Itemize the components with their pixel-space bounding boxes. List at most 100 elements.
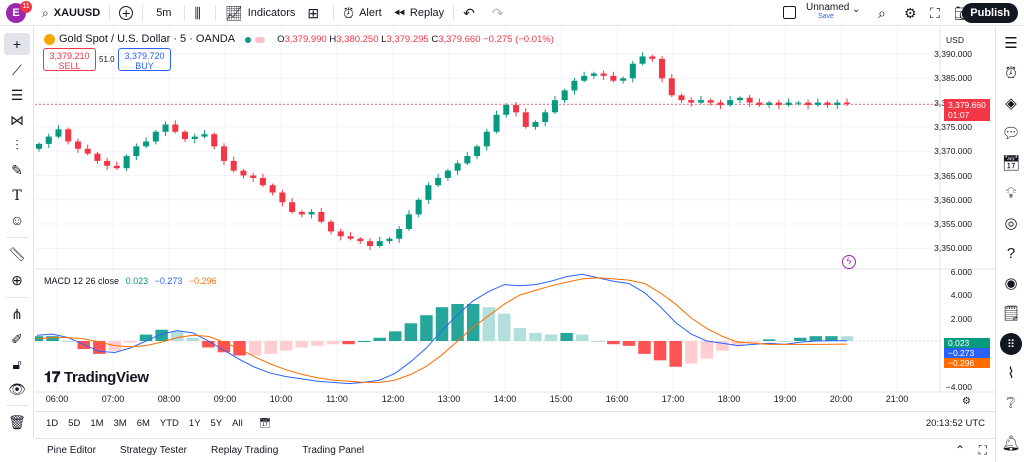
trend-line-tool[interactable]: ⟋ <box>4 59 30 81</box>
maximize-panel-button[interactable]: ⛶ <box>979 443 987 458</box>
time-axis-label: 13:00 <box>437 394 461 404</box>
range-6m[interactable]: 6M <box>136 418 150 429</box>
price-axis-label: 3,365.000 <box>934 170 972 181</box>
notes-button[interactable]: 🗒︎ <box>1000 303 1022 325</box>
alert-button[interactable]: ⏰︎ Alert <box>337 0 388 26</box>
measure-tool[interactable]: 📏︎ <box>4 243 30 265</box>
notifications-button[interactable]: 🔔︎ <box>1000 433 1022 455</box>
crosshair-tool[interactable]: + <box>4 33 30 55</box>
chart-area[interactable] <box>35 27 995 410</box>
bottom-panel-tabs: Pine Editor Strategy Tester Replay Trading… <box>35 438 995 462</box>
range-all[interactable]: All <box>232 418 243 429</box>
magnet-tool[interactable]: ⋔ <box>4 303 30 325</box>
candle-body <box>649 56 656 59</box>
chart-type-button[interactable]: ⫼ <box>188 0 211 26</box>
panel-tab-pine-editor[interactable]: Pine Editor <box>47 445 96 456</box>
watchlist-button[interactable]: ☰ <box>1000 33 1022 55</box>
help-center-button[interactable]: ❔︎ <box>1000 393 1022 415</box>
quick-search-button[interactable]: ⌕ <box>872 0 897 26</box>
macd-histogram-bar <box>295 341 309 348</box>
pattern-tool[interactable]: ⋈ <box>4 109 30 131</box>
symbol-search-button[interactable]: ⌕ XAUUSD <box>36 0 106 26</box>
candle-body <box>746 97 753 103</box>
candle-body <box>376 241 383 246</box>
sell-button[interactable]: 3,379.210 SELL <box>43 48 96 71</box>
range-5y[interactable]: 5Y <box>210 418 223 429</box>
market-status-icon <box>243 34 269 45</box>
alert-lightning-icon[interactable]: ϟ <box>842 255 856 269</box>
stay-in-drawing-tool[interactable]: ✐ <box>4 328 30 350</box>
chart-canvas[interactable] <box>35 27 995 410</box>
calendar-button[interactable]: 📅︎ <box>1000 153 1022 175</box>
divider <box>333 4 335 21</box>
object-tree-button[interactable]: ◈ <box>1000 93 1022 115</box>
tradingview-logo[interactable]: 𝟏𝟕 TradingView <box>44 368 149 386</box>
range-1d[interactable]: 1D <box>46 418 59 429</box>
chat-button[interactable]: 💬︎ <box>1000 123 1022 145</box>
candle-body <box>766 102 773 106</box>
fib-tool[interactable]: ☰ <box>4 84 30 106</box>
macd-histogram-bar <box>747 341 760 343</box>
apps-button[interactable]: ⠿ <box>1000 333 1022 355</box>
layout-menu-button[interactable]: Unnamed Save ⌄ <box>783 2 873 24</box>
macd-histogram-bar <box>529 332 542 341</box>
collapse-panel-button[interactable]: ⌃ <box>955 443 965 457</box>
prediction-tool[interactable]: ⫶ <box>4 134 30 156</box>
settings-axis-icon[interactable]: ⚙︎ <box>962 396 971 407</box>
range-ytd[interactable]: YTD <box>159 418 179 429</box>
redo-button[interactable]: ↷ <box>486 0 515 26</box>
zoom-tool[interactable]: ⊕ <box>4 269 30 291</box>
macd-histogram-bar <box>607 341 620 345</box>
compare-symbol-button[interactable]: + <box>113 0 139 26</box>
ideas-button[interactable]: 💡︎ <box>1000 183 1022 205</box>
hide-drawings-tool[interactable]: 👁︎ <box>4 378 30 400</box>
range-bar: 1D 5D 1M 3M 6M YTD 1Y 5Y All 📅︎ 20:13:52 UTC <box>35 411 995 435</box>
divider <box>109 4 111 21</box>
range-3m[interactable]: 3M <box>113 418 127 429</box>
range-5d[interactable]: 5D <box>68 418 81 429</box>
macd-histogram-bar <box>46 336 59 341</box>
interval-button[interactable]: 5m <box>146 0 181 26</box>
date-range-button[interactable]: 📅︎ <box>254 418 276 429</box>
streams-button[interactable]: ◎ <box>1000 213 1022 235</box>
macd-histogram-bar <box>217 341 231 353</box>
brush-tool[interactable]: ✎ <box>4 159 30 181</box>
candle-body <box>688 100 695 103</box>
panel-tab-strategy-tester[interactable]: Strategy Tester <box>119 445 187 456</box>
publish-button[interactable]: Publish <box>962 3 1018 23</box>
macd-legend[interactable]: MACD 12 26 close 0.023 −0.273 −0.296 <box>44 276 217 286</box>
alerts-panel-button[interactable]: ⏰︎ <box>1000 63 1022 85</box>
fullscreen-button[interactable]: ⛶ <box>924 0 951 26</box>
help-button[interactable]: ? <box>1000 243 1022 265</box>
signals-button[interactable]: ⌇ <box>1000 363 1022 385</box>
time-axis[interactable]: 06:00 07:00 08:00 09:00 10:00 11:00 12:00 13:00… <box>35 392 995 408</box>
range-1y[interactable]: 1Y <box>188 418 201 429</box>
candle-body <box>84 148 91 154</box>
symbol-title[interactable]: Gold Spot / U.S. Dollar · 5 · OANDA <box>59 33 236 45</box>
templates-button[interactable]: ⊞ <box>301 0 330 26</box>
buy-button[interactable]: 3,379.720 BUY <box>118 48 171 71</box>
notification-badge: 11 <box>20 1 32 13</box>
currency-label[interactable]: USD <box>946 35 964 45</box>
lock-drawings-tool[interactable]: 🔓︎ <box>4 353 30 375</box>
settings-button[interactable]: ⚙︎ <box>898 0 928 26</box>
time-axis-label: 12:00 <box>381 394 405 404</box>
hotlist-button[interactable]: ◉ <box>1000 273 1022 295</box>
text-tool[interactable]: T <box>4 184 30 206</box>
panel-tab-trading-panel[interactable]: Trading Panel <box>302 445 365 456</box>
candle-body <box>211 134 218 147</box>
icon-tool[interactable]: ☺ <box>4 209 30 231</box>
panel-tab-replay-trading[interactable]: Replay Trading <box>211 445 279 456</box>
range-1m[interactable]: 1M <box>90 418 104 429</box>
time-axis-label: 19:00 <box>773 394 797 404</box>
indicators-button[interactable]: 📈︎ Indicators <box>219 0 301 26</box>
macd-histogram-bar <box>653 341 667 361</box>
remove-drawings-tool[interactable]: 🗑︎ <box>4 411 30 433</box>
utc-clock[interactable]: 20:13:52 UTC <box>925 418 985 429</box>
replay-button[interactable]: ⏪︎ Replay <box>388 0 450 26</box>
candle-body <box>172 124 179 132</box>
candle-body <box>814 102 821 106</box>
layout-icon <box>783 6 796 19</box>
undo-button[interactable]: ↶ <box>457 0 486 26</box>
rewind-icon: ⏪︎ <box>393 4 405 21</box>
